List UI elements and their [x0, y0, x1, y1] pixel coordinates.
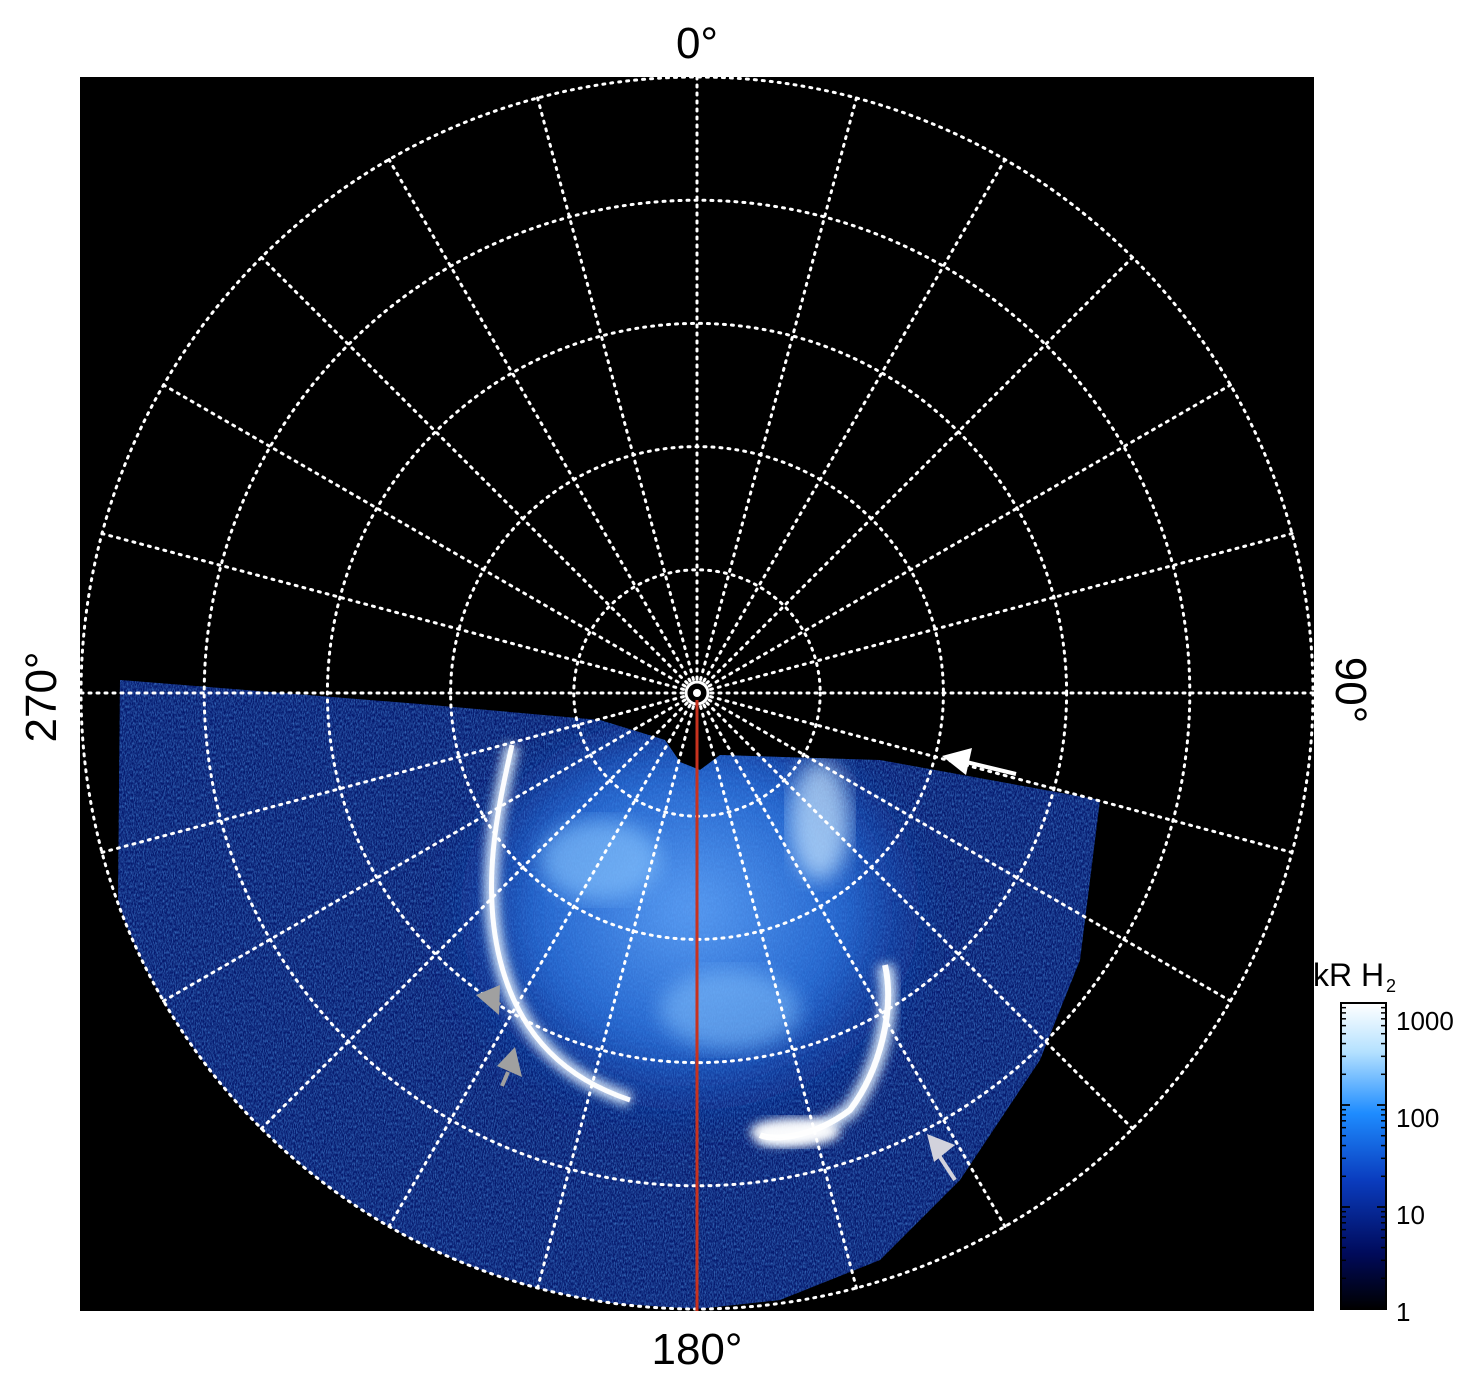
label-90-deg: 90° [1326, 657, 1375, 724]
arrow-white-right [942, 748, 1017, 776]
label-270-deg: 270° [17, 651, 66, 742]
colorbar: kR H 2 1000 100 10 1 [1313, 957, 1454, 1327]
arrow-grey-left-upper [476, 985, 502, 1015]
arrow-grey-left-lower [497, 1047, 522, 1087]
colorbar-gradient [1340, 1002, 1387, 1310]
colorbar-tick-1: 1 [1396, 1297, 1410, 1327]
grid-ring [325, 321, 1069, 1065]
aurora-emission-image [118, 680, 1100, 1309]
colorbar-tick-100: 100 [1396, 1103, 1439, 1133]
label-0-deg: 0° [676, 19, 718, 68]
colorbar-title-subscript: 2 [1386, 976, 1396, 996]
annotation-arrows [476, 748, 1017, 1182]
colorbar-tick-10: 10 [1396, 1200, 1425, 1230]
label-180-deg: 180° [651, 1325, 742, 1374]
colorbar-title: kR H [1313, 957, 1384, 993]
colorbar-tick-1000: 1000 [1396, 1006, 1454, 1036]
arrow-grey-lower-right [927, 1134, 957, 1182]
